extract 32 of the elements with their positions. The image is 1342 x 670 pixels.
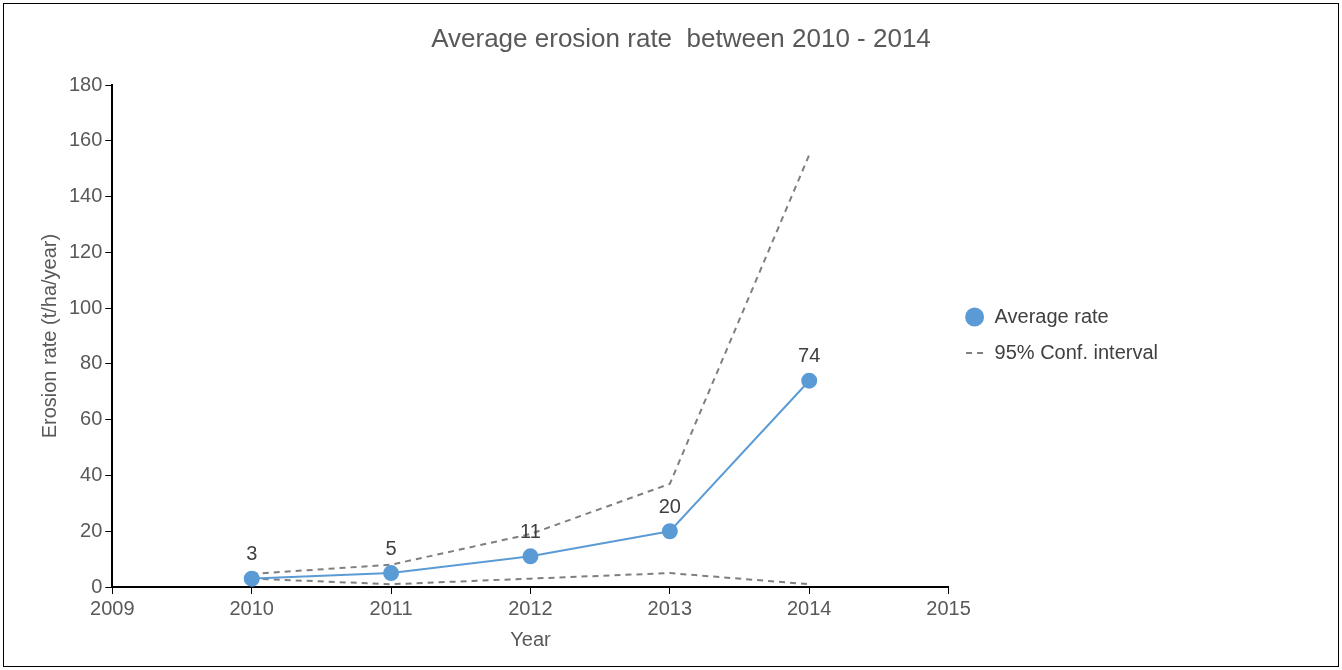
x-tick-label: 2009 <box>90 596 135 619</box>
data-label: 5 <box>385 536 397 559</box>
x-tick-label: 2014 <box>786 596 832 619</box>
y-tick-label: 160 <box>68 128 103 151</box>
x-axis-title: Year <box>510 627 552 650</box>
x-tick-label: 2012 <box>508 596 553 619</box>
point <box>661 523 678 540</box>
y-tick-label: 40 <box>80 463 103 485</box>
x-tick-label: 2013 <box>647 596 693 619</box>
x-tick-label: 2011 <box>369 596 413 619</box>
y-axis-title: Erosion rate (t/ha/year) <box>37 233 60 439</box>
point <box>243 570 260 587</box>
y-tick-label: 140 <box>68 184 103 207</box>
data-label: 11 <box>520 519 541 542</box>
y-tick-label: 120 <box>68 239 103 262</box>
x-tick-label: 2015 <box>926 596 971 619</box>
y-tick-label: 80 <box>80 351 103 374</box>
legend-label: 95% Conf. interval <box>994 340 1158 363</box>
point <box>522 548 539 565</box>
y-tick-label: 180 <box>68 72 103 95</box>
data-label: 3 <box>246 542 258 565</box>
y-tick-label: 0 <box>91 574 103 597</box>
data-label: 20 <box>658 494 681 517</box>
y-tick-label: 20 <box>80 518 103 541</box>
point <box>383 565 400 582</box>
data-label: 74 <box>798 344 821 367</box>
point <box>801 372 818 389</box>
x-tick-label: 2010 <box>229 596 274 619</box>
y-tick-label: 60 <box>80 407 103 430</box>
legend-label: Average rate <box>994 304 1109 327</box>
chart-title: Average erosion rate between 2010 - 2014 <box>431 22 931 53</box>
y-tick-label: 100 <box>68 295 103 318</box>
